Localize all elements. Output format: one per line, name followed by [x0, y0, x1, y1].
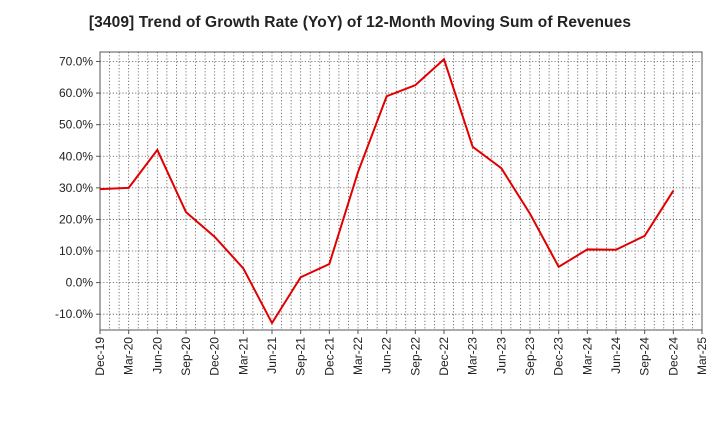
x-tick-label: Jun-21 [265, 337, 279, 374]
x-tick-label: Jun-22 [380, 337, 394, 374]
x-tick-label: Mar-22 [351, 337, 365, 375]
x-axis-ticks: Dec-19 Mar-20 Jun-20 Sep-20 Dec-20 Mar-21 Jun-… [93, 330, 709, 376]
x-tick-label: Jun-24 [609, 337, 623, 374]
y-tick-label: 70.0% [59, 54, 93, 68]
y-tick-label: 60.0% [59, 86, 93, 100]
x-tick-label: Sep-24 [638, 337, 652, 376]
x-tick-label: Mar-24 [580, 337, 594, 375]
y-tick-label: 10.0% [59, 244, 93, 258]
series-layer [99, 57, 675, 326]
x-tick-label: Dec-20 [208, 337, 222, 376]
x-tick-label: Dec-19 [93, 337, 107, 376]
x-tick-label: Mar-20 [122, 337, 136, 375]
y-tick-label: 0.0% [66, 276, 94, 290]
x-tick-label: Jun-23 [494, 337, 508, 374]
y-tick-label: -10.0% [55, 307, 93, 321]
x-tick-label: Mar-21 [236, 337, 250, 375]
x-tick-label: Sep-21 [294, 337, 308, 376]
plot-frame [99, 51, 703, 331]
grid-lines [100, 52, 702, 330]
y-tick-label: 50.0% [59, 118, 93, 132]
y-tick-label: 20.0% [59, 212, 93, 226]
x-tick-label: Dec-22 [437, 337, 451, 376]
y-axis-ticks: 70.0% 60.0% 50.0% 40.0% 30.0% 20.0% 10.0% 0.0% -… [55, 54, 100, 321]
x-tick-label: Dec-21 [322, 337, 336, 376]
x-tick-label: Sep-23 [523, 337, 537, 376]
chart-title: [3409] Trend of Growth Rate (YoY) of 12-… [88, 14, 632, 31]
x-tick-label: Dec-24 [666, 337, 680, 376]
x-tick-label: Dec-23 [552, 337, 566, 376]
x-tick-label: Sep-22 [408, 337, 422, 376]
y-tick-label: 30.0% [59, 181, 93, 195]
x-tick-label: Mar-25 [695, 337, 709, 375]
y-tick-label: 40.0% [59, 149, 93, 163]
x-tick-label: Sep-20 [179, 337, 193, 376]
x-tick-label: Mar-23 [466, 337, 480, 375]
x-tick-label: Jun-20 [150, 337, 164, 374]
